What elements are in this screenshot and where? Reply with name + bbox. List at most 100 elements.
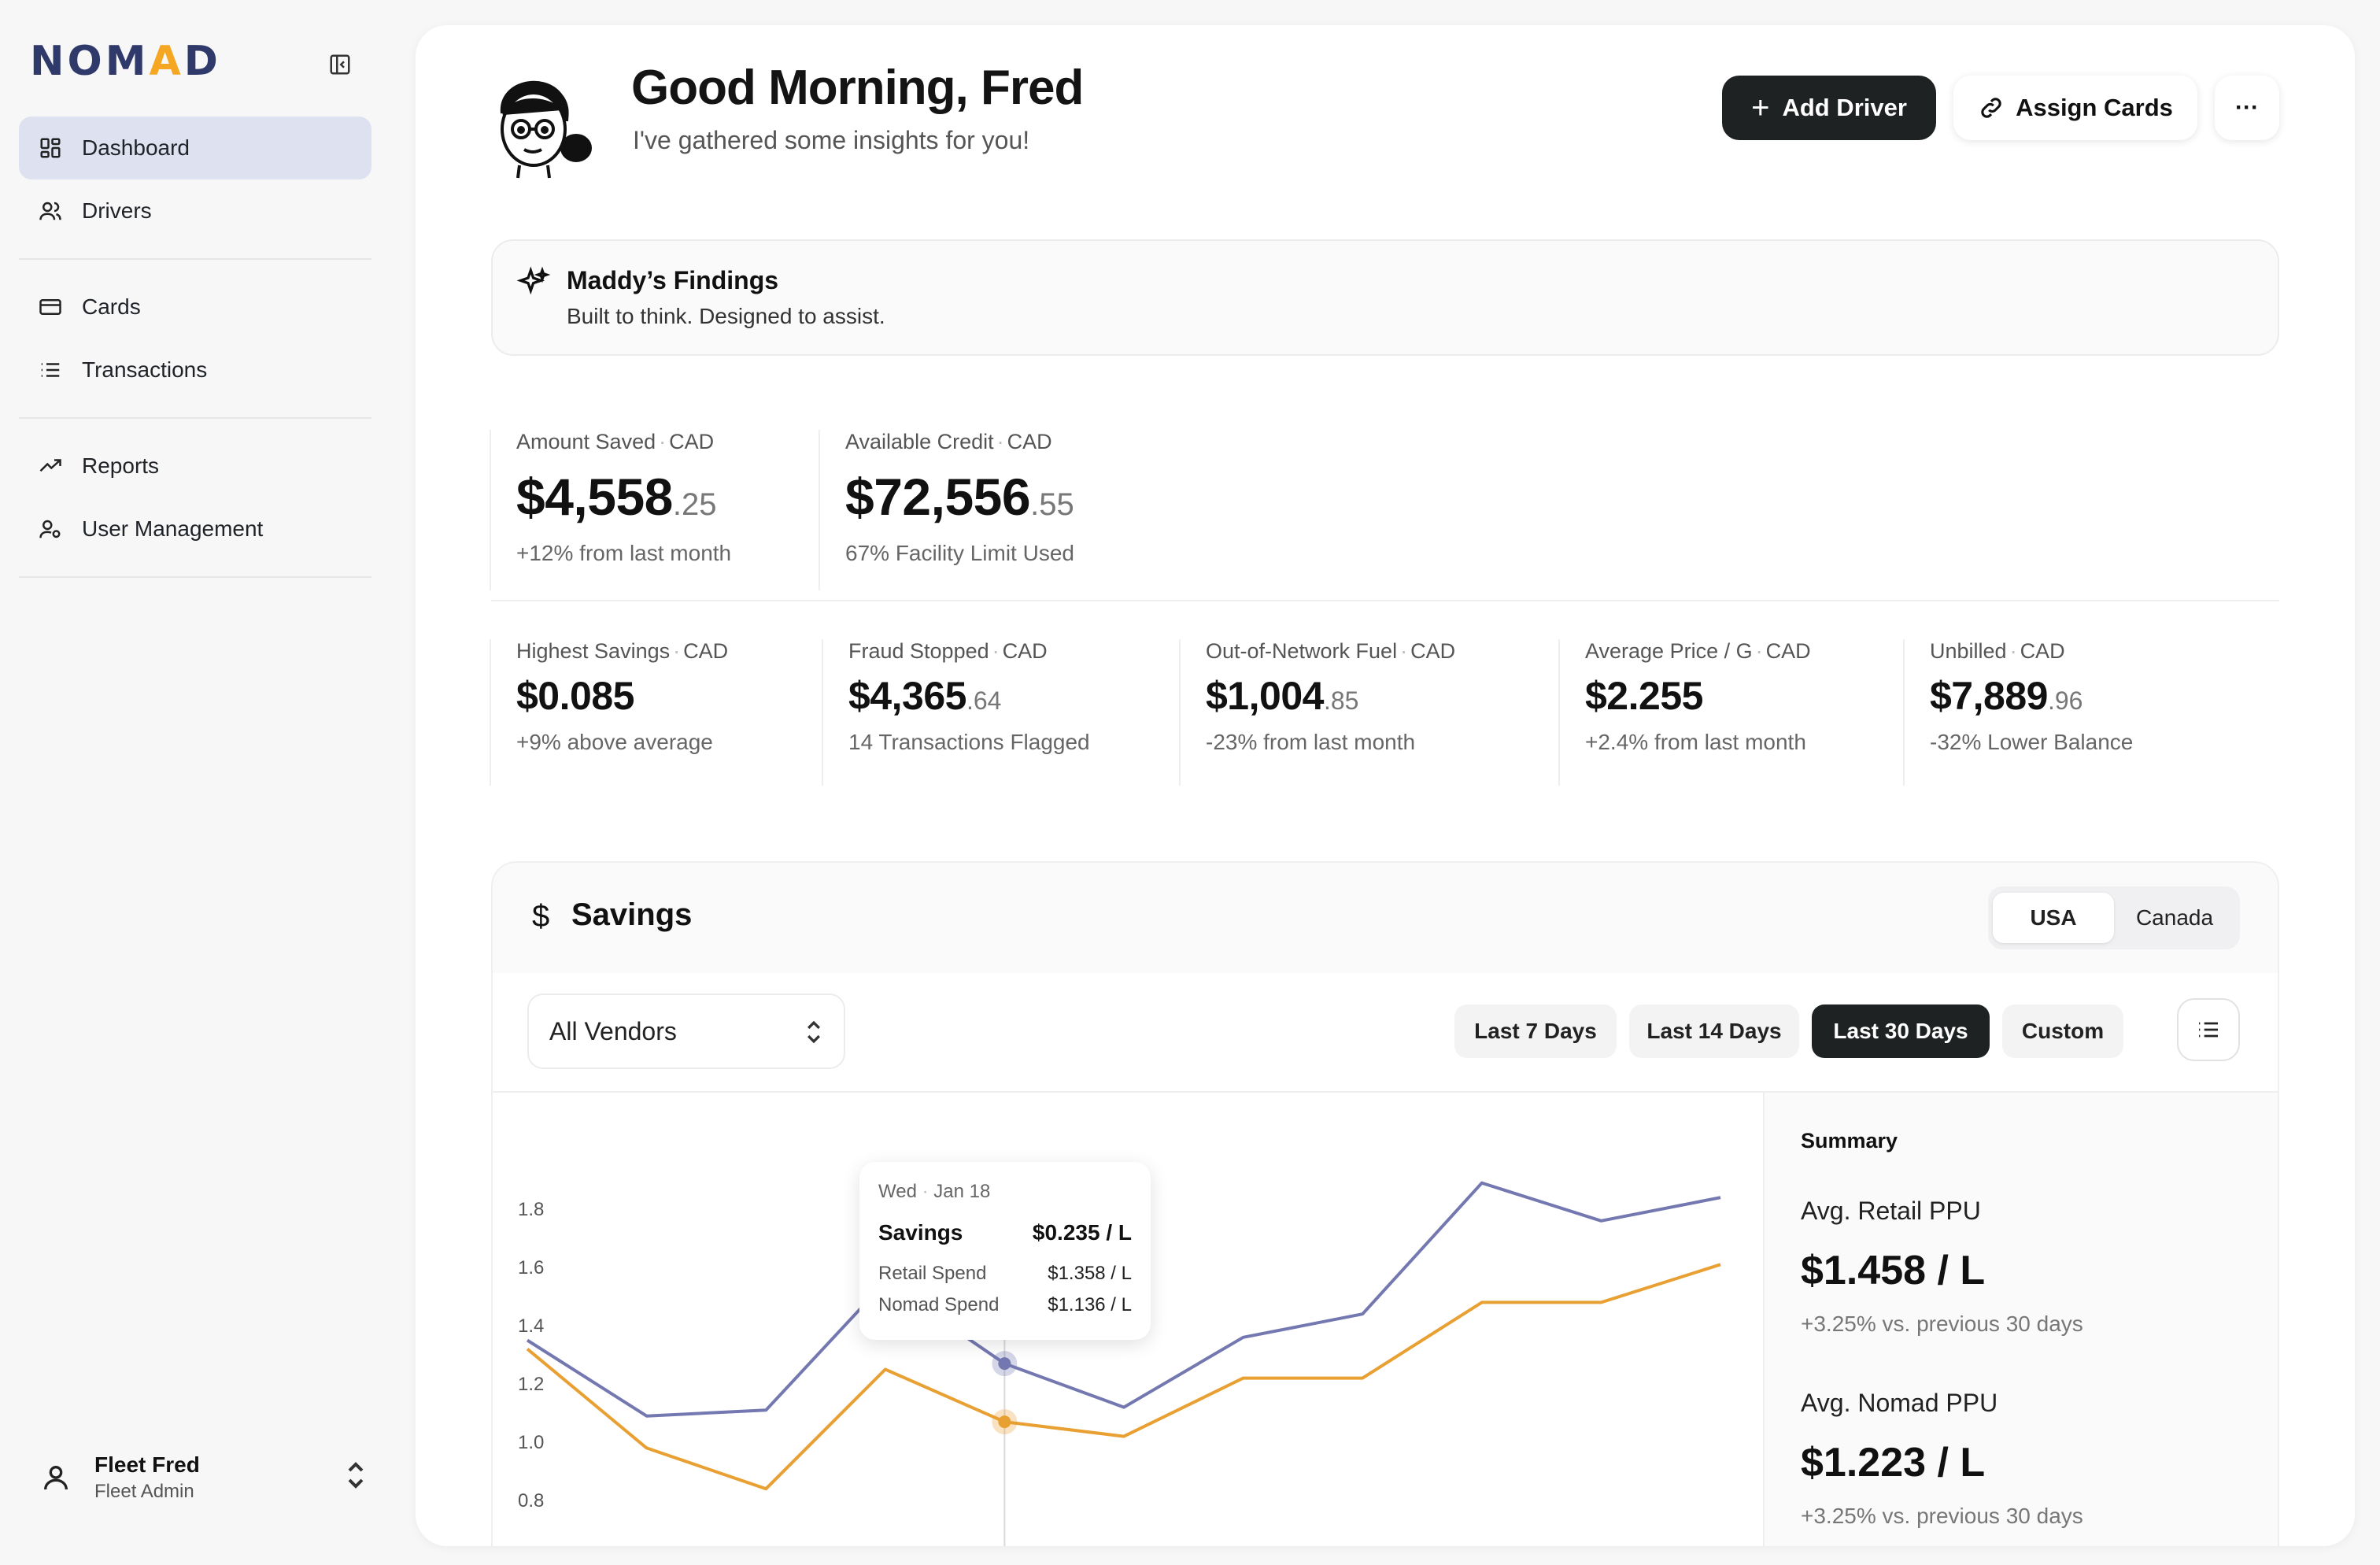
user-settings-icon [38, 516, 63, 542]
assign-cards-button[interactable]: Assign Cards [1953, 76, 2197, 140]
kpi-label: Fraud Stopped [848, 639, 989, 663]
divider [822, 639, 823, 786]
kpi-change: +9% above average [516, 730, 713, 754]
sparkles-icon [516, 266, 551, 305]
sidebar-item-cards[interactable]: Cards [19, 276, 371, 339]
tooltip-main-label: Savings [878, 1220, 963, 1245]
kpi-change: -32% Lower Balance [1930, 730, 2134, 754]
list-icon [38, 357, 63, 383]
kpi-label: Highest Savings [516, 639, 671, 663]
kpi-change: -23% from last month [1206, 730, 1416, 754]
sidebar-item-dashboard[interactable]: Dashboard [19, 117, 371, 179]
sidebar-item-label: User Management [82, 516, 264, 541]
kpi-change: +12% from last month [516, 541, 732, 565]
kpi-label: Average Price / G [1585, 639, 1753, 663]
sidebar-nav: Dashboard Drivers Cards Transactions [19, 117, 371, 594]
nomad-highlight-point [998, 1415, 1011, 1429]
region-canada[interactable]: Canada [2135, 905, 2214, 930]
plus-icon: + [1751, 91, 1770, 125]
savings-chart[interactable]: 1.8 1.6 1.4 1.2 1.0 0.8 0.6 Wed · Jan 18 Savin… [493, 1093, 1763, 1546]
sidebar-item-drivers[interactable]: Drivers [19, 179, 371, 242]
nomad-logo[interactable]: NOMAD [30, 38, 221, 85]
y-tick-label: 1.8 [518, 1199, 544, 1220]
range-last-30-days[interactable]: Last 30 Days [1812, 1004, 1990, 1058]
summary-retail-value: $1.458 / L [1801, 1248, 1986, 1293]
kpi-highest-savings: Highest Savings · CAD $0.085 +9% above ave… [516, 639, 729, 754]
kpi-currency: CAD [2020, 639, 2065, 663]
region-toggle: USA Canada [1988, 886, 2240, 949]
savings-panel: $ Savings USA Canada All Vendors Last 7 … [491, 861, 2279, 1546]
sidebar-item-transactions[interactable]: Transactions [19, 339, 371, 401]
user-name: Fleet Fred [94, 1452, 200, 1477]
user-icon [28, 1450, 83, 1505]
divider [490, 639, 491, 786]
users-icon [38, 198, 63, 224]
kpi-out-of-network-fuel: Out-of-Network Fuel · CAD $1,004.85 -23% f… [1206, 639, 1456, 754]
chevron-up-down-icon[interactable] [345, 1460, 367, 1495]
summary-nomad-value: $1.223 / L [1801, 1440, 1986, 1485]
kpi-value: $7,889 [1930, 674, 2048, 718]
collapse-sidebar-button[interactable] [324, 49, 356, 80]
kpi-cents: .64 [966, 686, 1002, 715]
user-menu[interactable]: Fleet Fred Fleet Admin [28, 1442, 367, 1513]
kpi-change: 14 Transactions Flagged [848, 730, 1090, 754]
kpi-unbilled: Unbilled · CAD $7,889.96 -32% Lower Balanc… [1930, 639, 2134, 754]
tooltip-main-value: $0.235 / L [1032, 1220, 1132, 1245]
sidebar-item-label: Reports [82, 453, 160, 478]
kpi-cents: .85 [1323, 686, 1359, 715]
tooltip-day: Wed [878, 1181, 917, 1202]
kpi-value: $72,556 [845, 468, 1031, 526]
nav-divider [19, 417, 371, 419]
kpi-label: Available Credit [845, 430, 994, 453]
kpi-value: $4,558 [516, 468, 673, 526]
sidebar-item-label: Drivers [82, 198, 152, 223]
user-role: Fleet Admin [94, 1481, 194, 1502]
sidebar-item-label: Dashboard [82, 135, 190, 160]
divider [819, 430, 820, 590]
list-view-button[interactable] [2177, 998, 2240, 1061]
greeting-title: Good Morning, Fred [631, 61, 1084, 115]
sidebar-item-user-management[interactable]: User Management [19, 498, 371, 561]
kpi-change: +2.4% from last month [1585, 730, 1806, 754]
savings-header: $ Savings USA Canada [493, 863, 2278, 973]
kpi-cents: .96 [2047, 686, 2083, 715]
sidebar: NOMAD Dashboard Drivers Cards [0, 0, 386, 1565]
tooltip-row-label: Nomad Spend [878, 1294, 1000, 1315]
savings-title: Savings [571, 897, 693, 932]
range-last-7-days[interactable]: Last 7 Days [1454, 1004, 1617, 1058]
divider [490, 430, 491, 590]
findings-title: Maddy’s Findings [567, 266, 779, 294]
summary-retail-change: +3.25% vs. previous 30 days [1801, 1312, 2083, 1336]
kpi-value: $0.085 [516, 674, 634, 718]
retail-highlight-point [998, 1357, 1011, 1371]
more-options-button[interactable]: ··· [2215, 76, 2279, 140]
tooltip-row-value: $1.358 / L [1048, 1263, 1132, 1284]
range-last-14-days[interactable]: Last 14 Days [1629, 1004, 1799, 1058]
kpi-currency: CAD [1410, 639, 1456, 663]
range-custom[interactable]: Custom [2002, 1004, 2123, 1058]
tooltip-row-label: Retail Spend [878, 1263, 987, 1284]
region-usa[interactable]: USA [1993, 893, 2114, 943]
summary-title: Summary [1801, 1129, 1898, 1152]
add-driver-button[interactable]: + Add Driver [1722, 76, 1936, 140]
divider [1903, 639, 1905, 786]
summary-retail-label: Avg. Retail PPU [1801, 1197, 1981, 1225]
list-icon [2199, 1022, 2218, 1038]
sidebar-collapse-icon [330, 54, 350, 75]
savings-line-chart: 1.81.61.41.21.00.80.6 [518, 1181, 1721, 1546]
tooltip-row-value: $1.136 / L [1048, 1294, 1132, 1315]
kpi-currency: CAD [1007, 430, 1052, 453]
vendor-select[interactable]: All Vendors [527, 993, 845, 1069]
summary-panel: Summary Avg. Retail PPU $1.458 / L +3.25… [1763, 1093, 2278, 1546]
sidebar-item-reports[interactable]: Reports [19, 435, 371, 498]
kpi-available-credit: Available Credit · CAD $72,556.55 67% Faci… [845, 430, 1074, 565]
kpi-currency: CAD [669, 430, 715, 453]
kpi-average-price: Average Price / G · CAD $2.255 +2.4% from … [1585, 639, 1811, 754]
divider [491, 600, 2279, 601]
retail-series-line [526, 1181, 1721, 1418]
kpi-label: Out-of-Network Fuel [1206, 639, 1398, 663]
kpi-currency: CAD [683, 639, 729, 663]
kpi-fraud-stopped: Fraud Stopped · CAD $4,365.64 14 Transacti… [848, 639, 1090, 754]
findings-panel[interactable]: Maddy’s Findings Built to think. Designe… [491, 239, 2279, 356]
kpi-value: $1,004 [1206, 674, 1324, 718]
